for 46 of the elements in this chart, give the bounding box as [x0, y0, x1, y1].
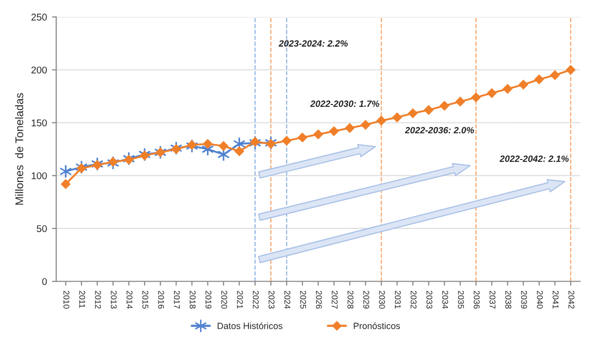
x-tick-label: 2013	[110, 290, 117, 309]
y-tick-label: 0	[42, 278, 47, 285]
x-tick-label: 2021	[237, 290, 243, 309]
x-tick-label: 2024	[284, 290, 290, 309]
x-tick-label: 2038	[505, 290, 512, 309]
x-tick-label: 2040	[536, 290, 543, 309]
x-tick-label: 2019	[206, 290, 212, 309]
x-tick-label: 2022	[252, 290, 259, 309]
y-tick-label: 150	[32, 119, 47, 126]
y-tick-label: 100	[32, 172, 47, 180]
x-tick-label: 2017	[174, 290, 180, 309]
x-tick-label: 2030	[379, 290, 385, 309]
x-tick-label: 2025	[300, 290, 306, 309]
x-tick-label: 2028	[348, 290, 354, 309]
x-tick-label: 2037	[490, 290, 496, 309]
x-tick-label: 2020	[221, 290, 228, 309]
x-tick-label: 2036	[474, 290, 480, 309]
x-tick-label: 2018	[190, 290, 196, 309]
y-axis-title: Millones de Toneladas	[15, 93, 24, 205]
x-tick-label: 2039	[521, 290, 528, 309]
x-tick-label: 2032	[410, 290, 417, 309]
y-tick-label: 250	[31, 14, 47, 21]
x-tick-label: 2012	[95, 290, 101, 309]
x-tick-label: 2026	[316, 290, 322, 309]
x-tick-label: 2011	[79, 290, 86, 308]
x-tick-label: 2029	[363, 290, 370, 309]
y-tick-label: 200	[31, 66, 47, 74]
y-tick-label: 50	[36, 225, 47, 232]
x-tick-label: 2010	[63, 290, 70, 309]
legend-label: Pronósticos	[354, 322, 400, 330]
x-tick-label: 2042	[568, 290, 574, 309]
annotation: 2023-2024: 2.2%	[278, 40, 348, 47]
x-tick-label: 2035	[458, 290, 464, 309]
x-tick-label: 2023	[268, 290, 275, 309]
x-tick-label: 2027	[332, 290, 338, 309]
x-tick-label: 2034	[442, 290, 448, 309]
x-tick-label: 2014	[126, 290, 132, 309]
x-tick-label: 2016	[158, 290, 164, 309]
annotation: 2022-2036: 2.0%	[404, 126, 474, 134]
x-tick-label: 2015	[142, 290, 148, 309]
annotation: 2022-2042: 2.1%	[500, 156, 569, 162]
legend-label: Datos Históricos	[218, 322, 282, 330]
annotation: 2022-2030: 1.7%	[310, 100, 380, 107]
x-tick-label: 2041	[552, 290, 559, 309]
x-tick-label: 2033	[426, 290, 432, 309]
x-tick-label: 2031	[394, 290, 401, 309]
